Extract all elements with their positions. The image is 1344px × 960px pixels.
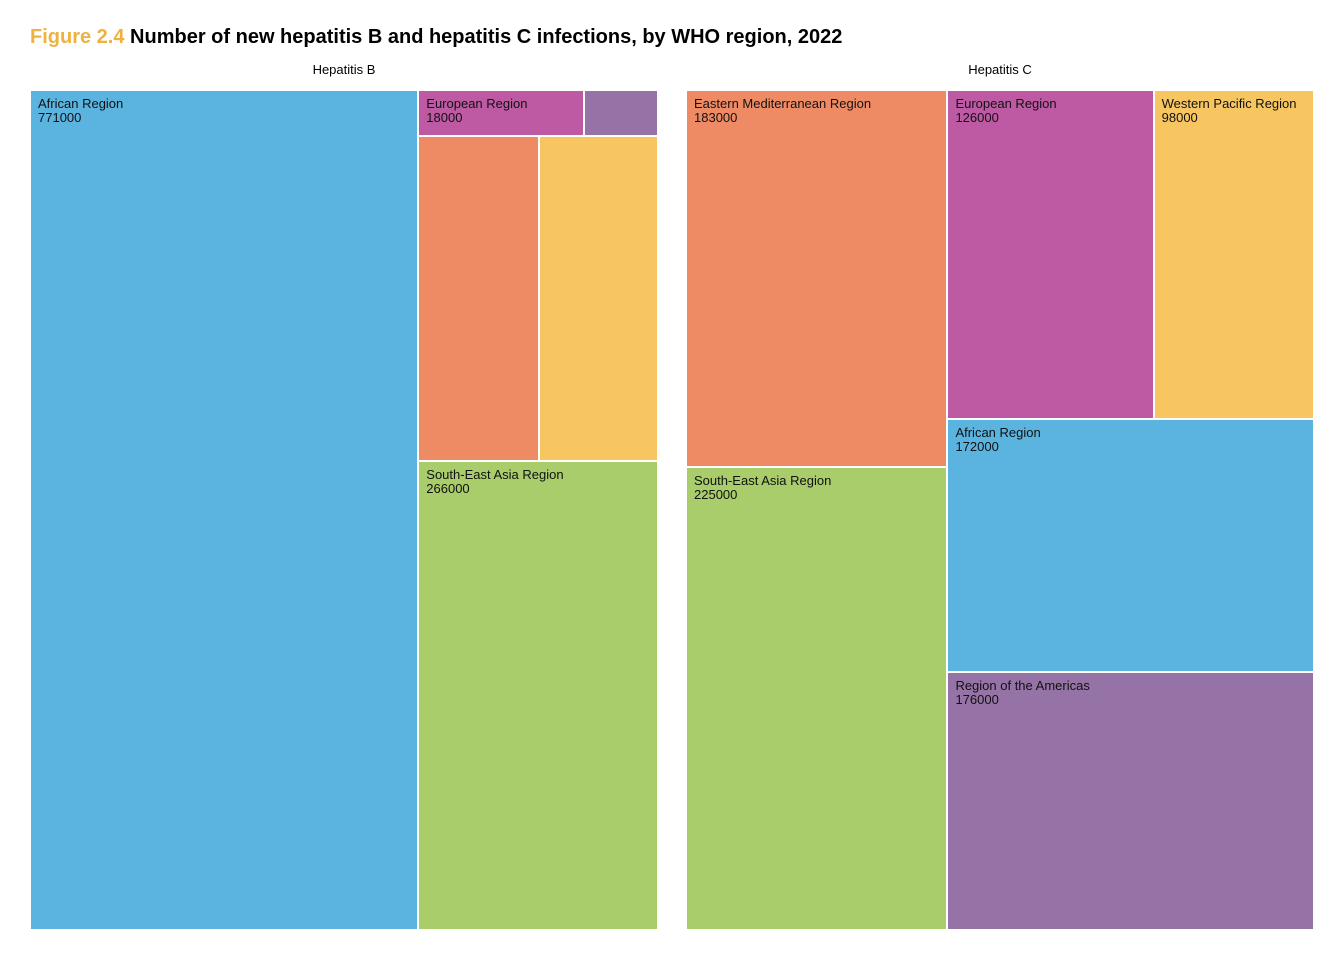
panel-title-hepatitis-b: Hepatitis B [312, 62, 376, 77]
tile-value: 18000 [426, 110, 463, 125]
tile-label: Region of the Americas 176000 [955, 677, 1090, 707]
tile-region-name: Western Pacific Region [1161, 96, 1297, 111]
tile-european-region: European Region 18000 [418, 90, 585, 136]
tile-label: South-East Asia Region 266000 [426, 466, 564, 496]
tile-region-name: South-East Asia Region [694, 472, 832, 488]
tile-label: European Region 126000 [955, 97, 1056, 125]
tile-south-east-asia-region: South-East Asia Region 225000 [686, 466, 948, 930]
tile-value: 98000 [1161, 110, 1198, 125]
tile-value: 172000 [955, 438, 999, 454]
tile-label: South-East Asia Region 225000 [694, 472, 832, 502]
figure-title-text: Number of new hepatitis B and hepatitis … [130, 26, 843, 48]
tile-region-name: Eastern Mediterranean Region [694, 96, 872, 111]
tile-western-pacific-region: Western Pacific Region 98000 [1153, 90, 1314, 419]
tile-label: Western Pacific Region 98000 [1162, 97, 1297, 125]
tile-value: 225000 [694, 486, 738, 502]
tile-value: 266000 [426, 480, 470, 496]
tile-african-region: African Region 172000 [947, 418, 1314, 672]
tile-region-name: European Region [426, 96, 528, 111]
tile-western-pacific-region [539, 135, 658, 461]
tile-region-of-the-americas: Region of the Americas 176000 [947, 671, 1314, 930]
tile-eastern-mediterranean-region: Eastern Mediterranean Region 183000 [686, 90, 948, 467]
tile-region-name: Region of the Americas [955, 677, 1090, 693]
tile-region-name: South-East Asia Region [426, 466, 564, 482]
tile-region-name: African Region [38, 96, 124, 111]
tile-label: African Region 172000 [955, 424, 1041, 454]
tile-label: European Region 18000 [426, 97, 527, 125]
tile-african-region: African Region 771000 [30, 90, 419, 930]
tile-label: Eastern Mediterranean Region 183000 [694, 97, 871, 125]
tile-region-of-the-americas [584, 90, 658, 136]
tile-value: 183000 [694, 110, 738, 125]
tile-region-name: European Region [955, 96, 1057, 111]
tile-eastern-mediterranean-region [418, 135, 540, 461]
tile-value: 771000 [38, 110, 82, 125]
figure-number: Figure 2.4 [30, 26, 125, 48]
tile-value: 176000 [955, 691, 999, 707]
treemap-hepatitis-c: Eastern Mediterranean Region 183000 South-… [686, 90, 1314, 930]
tile-south-east-asia-region: South-East Asia Region 266000 [418, 460, 658, 930]
panel-title-hepatitis-c: Hepatitis C [968, 62, 1032, 77]
tile-value: 126000 [955, 110, 999, 125]
tile-european-region: European Region 126000 [947, 90, 1154, 419]
treemap-hepatitis-b: African Region 771000 European Region 18000… [30, 90, 658, 930]
tile-label: African Region 771000 [38, 97, 123, 125]
tile-region-name: African Region [955, 424, 1041, 440]
figure-title: Figure 2.4 Number of new hepatitis B and… [30, 26, 842, 49]
